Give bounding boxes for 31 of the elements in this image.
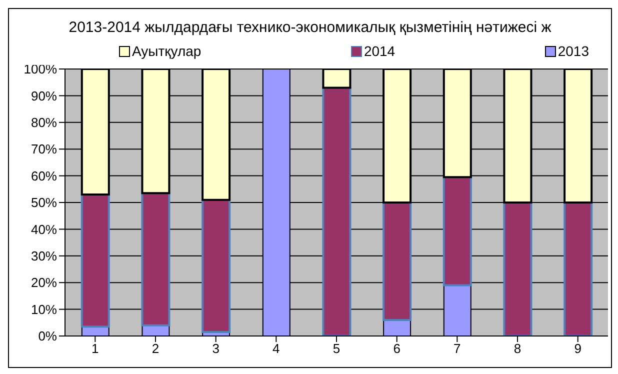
bar	[564, 202, 593, 336]
bar	[80, 193, 110, 328]
legend-label: Ауытқулар	[131, 43, 202, 59]
x-tick-label: 1	[92, 341, 99, 356]
y-tick-label: 90%	[30, 88, 58, 104]
legend-label: 2014	[362, 43, 396, 59]
y-tick-label: 30%	[30, 248, 58, 264]
x-tick-label: 6	[393, 341, 400, 356]
y-tick-label: 40%	[30, 222, 58, 237]
bar	[322, 86, 352, 336]
bar	[141, 192, 170, 326]
y-tick-label: 20%	[30, 275, 58, 290]
y-tick-label: 60%	[30, 168, 58, 184]
x-tick-label: 8	[514, 341, 522, 356]
y-tick-label: 80%	[30, 115, 58, 130]
y-tick-label: 50%	[30, 195, 58, 210]
bar	[202, 198, 231, 333]
x-tick-label: 7	[454, 341, 461, 356]
y-tick-label: 10%	[30, 302, 58, 317]
legend-label: 2013	[556, 43, 589, 59]
x-tick-label: 9	[574, 341, 582, 356]
x-tick-label: 4	[272, 341, 280, 356]
x-tick-label: 5	[332, 341, 340, 356]
x-tick-label: 3	[212, 341, 220, 356]
bar	[442, 176, 472, 286]
y-tick-label: 0%	[38, 328, 58, 344]
x-tick-label: 2	[152, 341, 160, 356]
chart-title: 2013-2014 жылдардағы технико-экономикалық қызметінің нәтижесі ж	[68, 19, 552, 36]
bar	[382, 202, 412, 321]
bar	[503, 202, 532, 336]
y-tick-label: 70%	[30, 142, 58, 157]
